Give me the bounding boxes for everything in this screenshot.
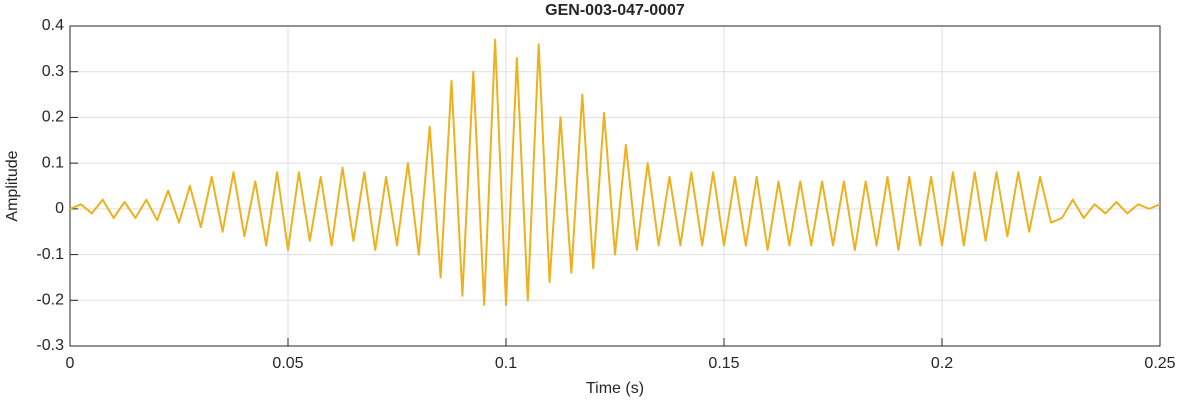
y-tick-label: 0.1 — [42, 154, 64, 171]
y-axis-label: Amplitude — [4, 150, 21, 221]
x-tick-label: 0.15 — [708, 355, 739, 372]
x-tick-label: 0.2 — [931, 355, 953, 372]
y-tick-label: -0.2 — [36, 292, 64, 309]
y-tick-label: 0.3 — [42, 63, 64, 80]
y-tick-label: 0 — [55, 200, 64, 217]
y-tick-label: 0.2 — [42, 109, 64, 126]
y-tick-label: -0.1 — [36, 246, 64, 263]
x-tick-label: 0 — [66, 355, 75, 372]
x-tick-label: 0.1 — [495, 355, 517, 372]
y-tick-label: 0.4 — [42, 17, 64, 34]
axes-box — [69, 25, 1161, 347]
x-tick-label: 0.05 — [272, 355, 303, 372]
data-line — [69, 38, 1161, 306]
y-tick-label: -0.3 — [36, 337, 64, 354]
x-tick-label: 0.25 — [1144, 355, 1175, 372]
chart-title: GEN-003-047-0007 — [545, 2, 685, 19]
x-axis-label: Time (s) — [586, 380, 644, 397]
